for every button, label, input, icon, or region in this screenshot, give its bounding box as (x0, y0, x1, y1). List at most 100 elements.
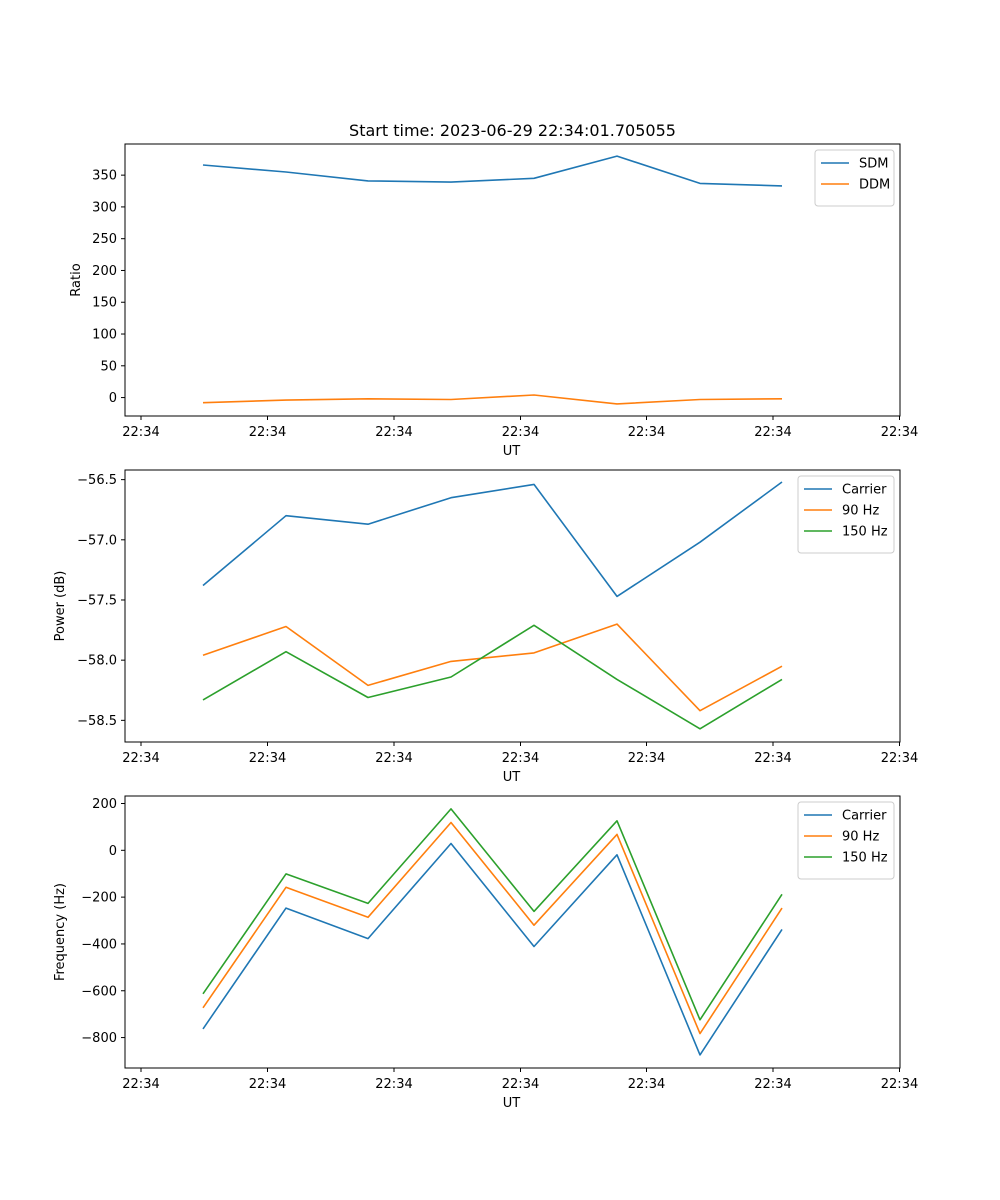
y-tick-label: −57.0 (77, 533, 117, 548)
data-point (449, 842, 453, 846)
data-point (284, 514, 288, 518)
data-point (532, 623, 536, 627)
data-point (698, 398, 702, 402)
data-point (449, 807, 453, 811)
x-tick-label: 22:34 (628, 1077, 665, 1092)
data-point (284, 872, 288, 876)
x-tick-label: 22:34 (375, 425, 412, 440)
data-point (449, 398, 453, 402)
series-line-150-hz (202, 808, 783, 1021)
data-point (532, 176, 536, 180)
data-point (780, 677, 784, 681)
x-tick-label: 22:34 (628, 751, 665, 766)
data-point (532, 945, 536, 949)
plot-area (124, 469, 901, 743)
chart-title: Start time: 2023-06-29 22:34:01.705055 (349, 121, 676, 140)
legend: Carrier 90 Hz 150 Hz (797, 801, 895, 880)
legend-entry: Carrier (842, 483, 887, 498)
y-tick-label: 50 (100, 359, 117, 374)
legend: Carrier 90 Hz 150 Hz (797, 475, 895, 554)
x-tick-label: 22:34 (502, 425, 539, 440)
data-point (284, 906, 288, 910)
legend-box (797, 801, 895, 880)
y-tick-label: −56.5 (77, 473, 117, 488)
data-point (366, 179, 370, 183)
data-point (532, 482, 536, 486)
y-tick-label: −600 (81, 984, 117, 999)
y-tick-label: −57.5 (77, 593, 117, 608)
data-point (201, 1027, 205, 1031)
chart-panel-3: −800 −600 −400 −200 0 200 22:34 22:34 22:34 22:34… (53, 795, 918, 1111)
data-point (615, 819, 619, 823)
data-point (780, 397, 784, 401)
data-point (780, 892, 784, 896)
x-tick-label: 22:34 (249, 751, 286, 766)
x-tick-label: 22:34 (375, 751, 412, 766)
series-line-150-hz (202, 624, 783, 730)
x-tick-label: 22:34 (502, 1077, 539, 1092)
data-point (449, 675, 453, 679)
data-point (284, 885, 288, 889)
data-point (615, 832, 619, 836)
data-point (201, 1006, 205, 1010)
legend-box (814, 149, 895, 207)
data-point (284, 170, 288, 174)
y-tick-label: 200 (92, 264, 117, 279)
y-tick-label: −58.5 (77, 714, 117, 729)
legend-box (797, 475, 895, 554)
x-tick-label: 22:34 (375, 1077, 412, 1092)
data-point (449, 180, 453, 184)
data-point (284, 625, 288, 629)
x-tick-label: 22:34 (122, 751, 159, 766)
data-point (698, 540, 702, 544)
y-tick-label: 350 (92, 169, 117, 184)
legend-entry: Carrier (842, 809, 887, 824)
data-point (201, 401, 205, 405)
legend-entry: 90 Hz (842, 504, 879, 519)
data-point (449, 821, 453, 825)
x-tick-label: 22:34 (754, 1077, 791, 1092)
y-tick-label: 300 (92, 200, 117, 215)
series-line-sdm (202, 155, 783, 187)
data-point (201, 992, 205, 996)
x-tick-label: 22:34 (881, 425, 918, 440)
y-tick-label: −58.0 (77, 654, 117, 669)
x-tick-label: 22:34 (754, 425, 791, 440)
data-point (201, 584, 205, 588)
data-point (532, 923, 536, 927)
legend-entry: 150 Hz (842, 851, 888, 866)
legend-entry: SDM (859, 157, 888, 172)
plot-area (124, 795, 901, 1069)
data-point (615, 677, 619, 681)
x-tick-label: 22:34 (881, 751, 918, 766)
y-tick-label: 100 (92, 328, 117, 343)
data-point (698, 181, 702, 185)
data-point (615, 154, 619, 158)
data-point (780, 664, 784, 668)
data-point (698, 1053, 702, 1057)
y-tick-label: 250 (92, 232, 117, 247)
data-point (698, 1032, 702, 1036)
legend-entry: 90 Hz (842, 830, 879, 845)
data-point (615, 594, 619, 598)
series-line-90-hz (202, 623, 783, 712)
data-point (201, 698, 205, 702)
x-tick-label: 22:34 (754, 751, 791, 766)
data-point (284, 398, 288, 402)
data-point (366, 522, 370, 526)
x-tick-label: 22:34 (249, 425, 286, 440)
x-axis-label: UT (503, 770, 521, 785)
y-tick-label: −200 (81, 891, 117, 906)
y-tick-label: 0 (109, 844, 117, 859)
x-tick-label: 22:34 (628, 425, 665, 440)
data-point (780, 927, 784, 931)
data-point (780, 906, 784, 910)
data-point (615, 622, 619, 626)
y-axis-label: Power (dB) (53, 571, 68, 642)
data-point (366, 696, 370, 700)
series-line-ddm (202, 394, 783, 405)
data-point (201, 163, 205, 167)
y-axis-label: Frequency (Hz) (53, 883, 68, 981)
data-point (780, 184, 784, 188)
y-tick-label: −800 (81, 1031, 117, 1046)
